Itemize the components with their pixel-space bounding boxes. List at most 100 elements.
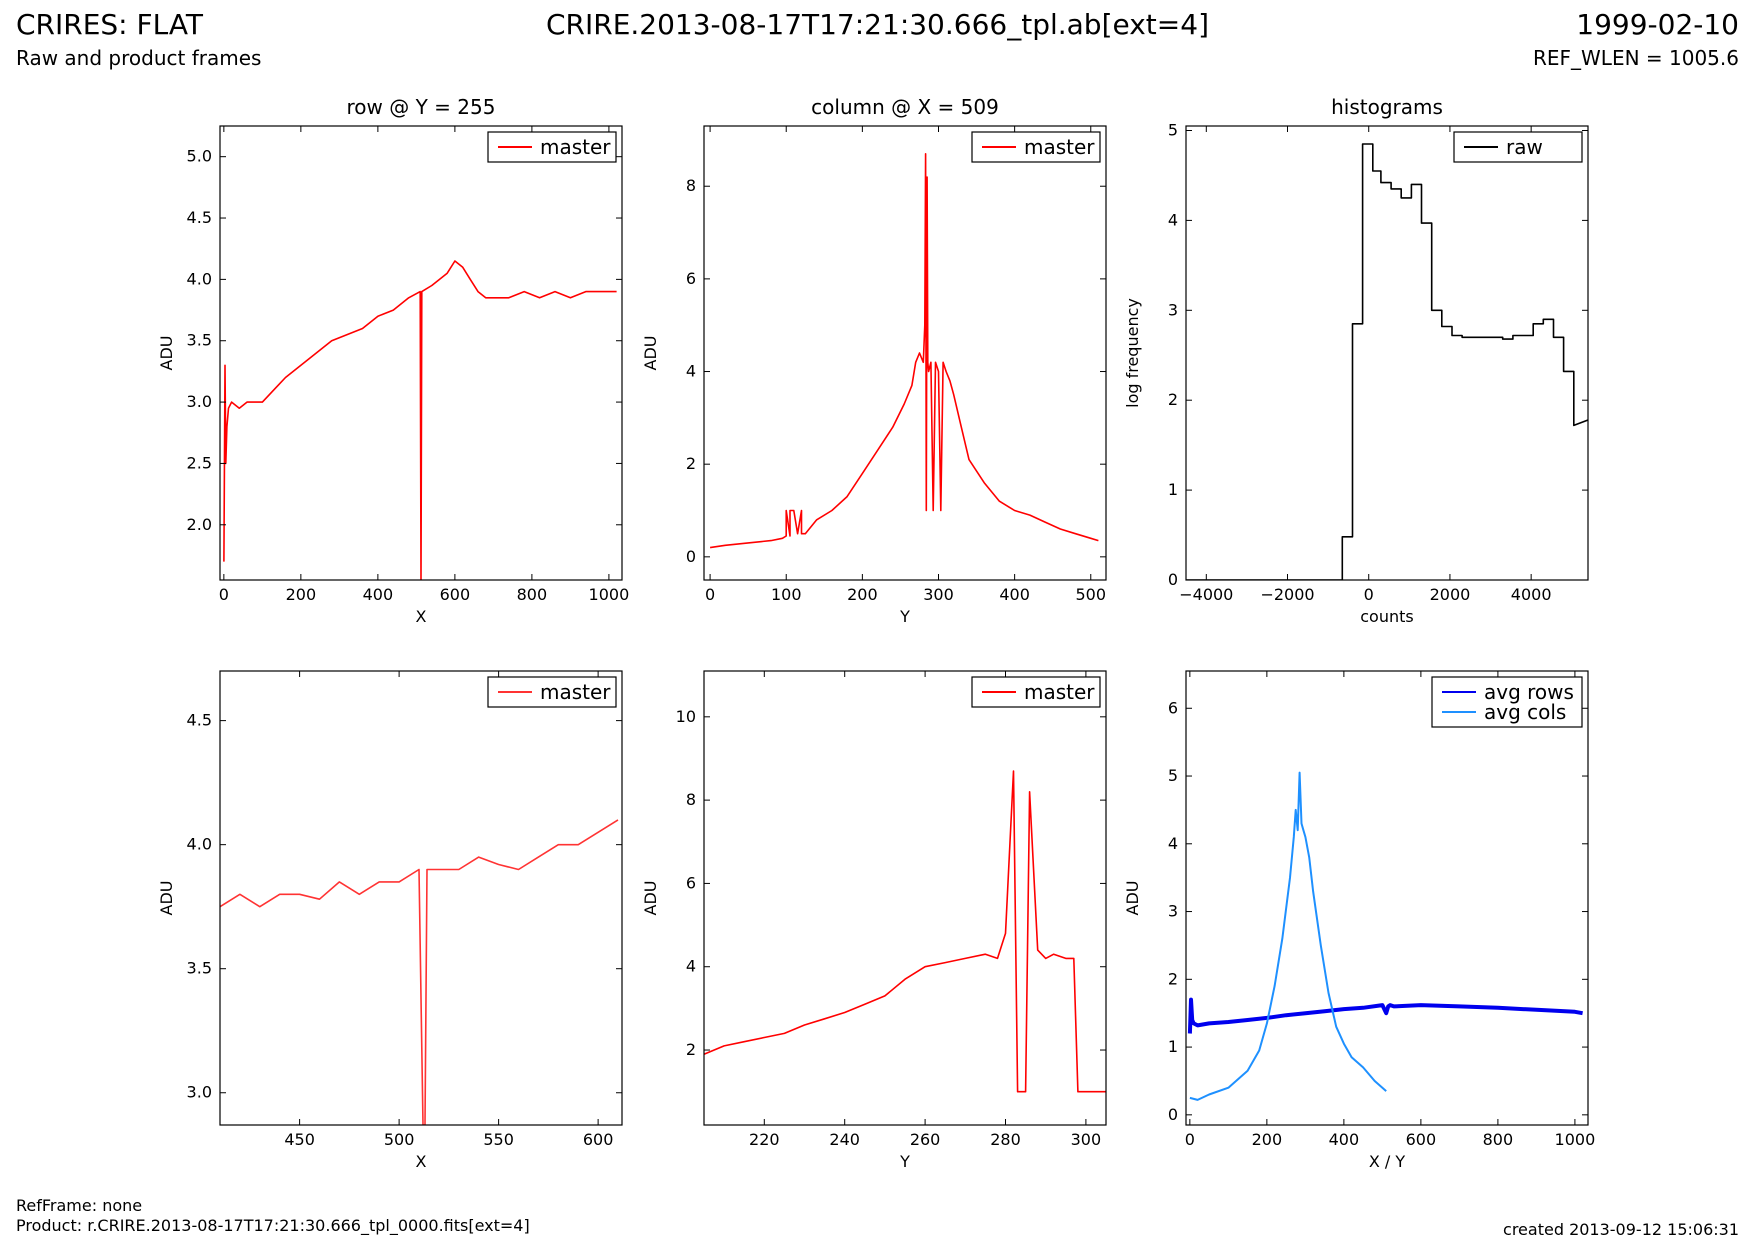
y-tick-label: 6 — [686, 873, 696, 892]
y-tick-label: 3.5 — [187, 959, 212, 978]
x-axis-label: Y — [899, 607, 910, 626]
page-title: CRIRES: FLAT — [16, 8, 203, 41]
x-tick-label: 450 — [284, 1130, 315, 1149]
series-line-avg-cols — [1189, 771, 1387, 1101]
plot-frame — [1185, 670, 1589, 1126]
legend-label: avg rows — [1484, 680, 1574, 704]
y-tick-label: 3 — [1168, 902, 1178, 921]
y-tick-label: 3 — [1168, 300, 1178, 319]
plot-frame — [219, 125, 623, 581]
x-tick-label: 400 — [999, 585, 1030, 604]
x-tick-label: 500 — [1075, 585, 1106, 604]
x-tick-label: 200 — [286, 585, 317, 604]
y-tick-label: 1 — [1168, 1037, 1178, 1056]
y-tick-label: 10 — [676, 707, 696, 726]
legend-label: raw — [1506, 135, 1543, 159]
x-tick-label: 280 — [990, 1130, 1021, 1149]
y-tick-label: 4 — [1168, 834, 1178, 853]
y-tick-label: 8 — [686, 790, 696, 809]
plot-frame — [703, 125, 1107, 581]
legend-label: master — [540, 135, 611, 159]
x-tick-label: 2000 — [1430, 585, 1471, 604]
x-tick-label: 800 — [1483, 1130, 1514, 1149]
y-axis-label: ADU — [1123, 881, 1142, 916]
x-tick-label: 260 — [910, 1130, 941, 1149]
x-axis-label: X — [416, 1152, 427, 1171]
chart-panel-4: 450 500 550 600 3.0 3.5 4.0 4.5 X ADU master — [157, 670, 623, 1171]
x-tick-label: 600 — [583, 1130, 614, 1149]
y-axis-label: log frequency — [1123, 298, 1142, 408]
x-tick-label: 100 — [771, 585, 802, 604]
series-line-master — [709, 153, 1099, 549]
legend-box — [1431, 676, 1583, 728]
y-axis-label: ADU — [641, 336, 660, 371]
y-tick-label: 4.5 — [187, 208, 212, 227]
x-tick-label: 1000 — [1555, 1130, 1596, 1149]
refframe-label: RefFrame: none — [16, 1196, 143, 1215]
y-tick-label: 5 — [1168, 766, 1178, 785]
x-tick-label: 240 — [829, 1130, 860, 1149]
legend-label: master — [540, 680, 611, 704]
y-tick-label: 2 — [686, 454, 696, 473]
y-tick-label: 4 — [1168, 210, 1178, 229]
y-tick-label: 5 — [1168, 120, 1178, 139]
x-tick-label: 300 — [1071, 1130, 1102, 1149]
y-tick-label: 2 — [1168, 969, 1178, 988]
plot-frame — [1185, 125, 1589, 581]
x-tick-label: 400 — [1329, 1130, 1360, 1149]
y-tick-label: 3.5 — [187, 331, 212, 350]
y-axis-label: ADU — [641, 881, 660, 916]
x-tick-label: 0 — [219, 585, 229, 604]
plot-frame — [703, 670, 1107, 1126]
y-tick-label: 4.0 — [187, 835, 212, 854]
created-timestamp: created 2013-09-12 15:06:31 — [1503, 1220, 1739, 1239]
series-line-master — [223, 260, 617, 580]
legend-label: master — [1024, 680, 1095, 704]
y-tick-label: 6 — [686, 269, 696, 288]
series-line-avg-rows — [1187, 997, 1583, 1034]
x-axis-label: Y — [899, 1152, 910, 1171]
y-tick-label: 6 — [1168, 698, 1178, 717]
x-axis-label: X — [416, 607, 427, 626]
x-tick-label: 500 — [384, 1130, 415, 1149]
y-axis-label: ADU — [157, 881, 176, 916]
y-tick-label: 5.0 — [187, 147, 212, 166]
x-tick-label: 220 — [749, 1130, 780, 1149]
y-tick-label: 1 — [1168, 480, 1178, 499]
x-axis-label: X / Y — [1369, 1152, 1406, 1171]
y-tick-label: 4 — [686, 957, 696, 976]
chart-title: row @ Y = 255 — [347, 95, 496, 119]
chart-title: histograms — [1331, 95, 1443, 119]
x-tick-label: 0 — [1364, 585, 1374, 604]
chart-title: column @ X = 509 — [811, 95, 999, 119]
chart-panel-3: −4000 −2000 0 2000 4000 0 1 2 3 4 5 counts log frequ… — [1123, 95, 1589, 626]
x-tick-label: 300 — [923, 585, 954, 604]
y-tick-label: 4.0 — [187, 269, 212, 288]
y-tick-label: 8 — [686, 176, 696, 195]
x-tick-label: 200 — [847, 585, 878, 604]
series-line-raw — [1186, 143, 1588, 580]
series-line-master — [220, 819, 619, 1125]
y-tick-label: 3.0 — [187, 392, 212, 411]
x-tick-label: −2000 — [1260, 585, 1314, 604]
chart-panel-6: 0 200 400 600 800 1000 0 1 2 3 4 5 6 X / Y ADU avg rows… — [1123, 670, 1596, 1171]
x-tick-label: 800 — [517, 585, 548, 604]
x-tick-label: 1000 — [589, 585, 630, 604]
chart-panel-2: 0 100 200 300 400 500 0 2 4 6 8 Y ADU column @ X = 50… — [641, 95, 1107, 626]
x-tick-label: 0 — [1185, 1130, 1195, 1149]
y-axis-label: ADU — [157, 336, 176, 371]
y-tick-label: 4 — [686, 362, 696, 381]
x-tick-label: 4000 — [1511, 585, 1552, 604]
y-tick-label: 2 — [686, 1040, 696, 1059]
y-tick-label: 2 — [1168, 390, 1178, 409]
x-tick-label: 200 — [1252, 1130, 1283, 1149]
x-tick-label: −4000 — [1179, 585, 1233, 604]
y-tick-label: 2.0 — [187, 515, 212, 534]
file-name-title: CRIRE.2013-08-17T17:21:30.666_tpl.ab[ext… — [545, 8, 1209, 41]
x-tick-label: 600 — [1406, 1130, 1437, 1149]
x-tick-label: 600 — [440, 585, 471, 604]
y-tick-label: 0 — [1168, 570, 1178, 589]
x-tick-label: 0 — [705, 585, 715, 604]
page-subtitle: Raw and product frames — [16, 46, 262, 70]
